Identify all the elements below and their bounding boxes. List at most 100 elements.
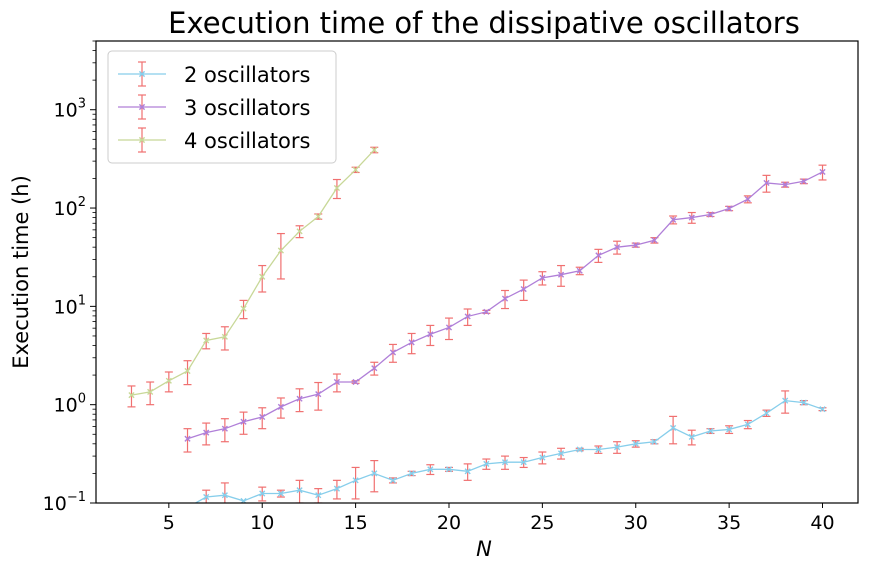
data-point bbox=[632, 241, 639, 249]
data-point bbox=[501, 459, 509, 466]
data-point bbox=[595, 252, 602, 259]
data-point bbox=[576, 446, 583, 453]
data-point bbox=[520, 459, 527, 466]
data-point bbox=[670, 424, 677, 432]
x-tick-label: 10 bbox=[250, 512, 274, 534]
data-point bbox=[613, 444, 621, 451]
data-point bbox=[315, 213, 322, 220]
data-point bbox=[726, 205, 733, 212]
data-point bbox=[147, 388, 154, 395]
legend-entry: 2 oscillators bbox=[118, 61, 310, 87]
data-point bbox=[333, 378, 341, 386]
data-point bbox=[371, 365, 378, 372]
data-point bbox=[371, 470, 378, 477]
data-point bbox=[128, 392, 135, 399]
data-point bbox=[259, 413, 266, 421]
data-point bbox=[184, 435, 191, 442]
data-point bbox=[427, 466, 434, 473]
data-point bbox=[277, 403, 284, 410]
data-point bbox=[800, 399, 807, 406]
x-tick-label: 20 bbox=[437, 512, 461, 534]
data-point bbox=[427, 331, 434, 338]
data-point bbox=[240, 305, 247, 312]
legend-label: 3 oscillators bbox=[184, 96, 310, 120]
data-point bbox=[277, 247, 284, 254]
data-point bbox=[221, 492, 228, 499]
data-point bbox=[819, 168, 826, 176]
legend-marker bbox=[138, 103, 146, 111]
data-point bbox=[539, 274, 546, 281]
data-point bbox=[688, 214, 695, 221]
data-point bbox=[501, 295, 509, 302]
data-point bbox=[520, 285, 527, 293]
data-point bbox=[744, 196, 751, 203]
data-point bbox=[782, 397, 789, 404]
x-axis-label: N bbox=[476, 537, 492, 561]
data-point bbox=[408, 470, 415, 477]
data-point bbox=[707, 427, 714, 435]
data-point bbox=[445, 466, 453, 473]
data-point bbox=[296, 395, 303, 402]
data-point bbox=[613, 244, 621, 251]
data-point bbox=[744, 421, 751, 428]
data-point bbox=[763, 179, 770, 187]
data-point bbox=[539, 454, 546, 461]
x-axis-ticks: 5 10 15 20 25 30 35 40 bbox=[163, 503, 835, 534]
legend-frame bbox=[107, 50, 337, 164]
legend: 2 oscillators 3 oscillators 4 oscillators bbox=[107, 50, 337, 164]
series-3-oscillators bbox=[183, 164, 827, 453]
plot-area bbox=[127, 146, 827, 510]
data-point bbox=[632, 440, 639, 447]
data-point bbox=[296, 228, 303, 235]
data-point bbox=[352, 166, 359, 173]
x-tick-label: 25 bbox=[530, 512, 554, 534]
data-point bbox=[408, 339, 415, 346]
data-point bbox=[670, 216, 677, 223]
data-point bbox=[333, 184, 341, 192]
legend-marker bbox=[138, 136, 146, 144]
data-point bbox=[389, 477, 397, 484]
data-point bbox=[557, 271, 565, 278]
x-tick-label: 35 bbox=[717, 512, 741, 534]
series-4-oscillators bbox=[127, 146, 379, 408]
series-2-oscillators bbox=[185, 390, 827, 510]
data-point bbox=[557, 450, 565, 457]
data-point bbox=[203, 429, 210, 436]
x-tick-label: 5 bbox=[163, 512, 175, 534]
y-tick-label: 10−1 bbox=[43, 490, 86, 515]
data-point bbox=[165, 377, 172, 384]
series-line bbox=[131, 149, 375, 396]
y-tick-label: 103 bbox=[54, 97, 86, 122]
x-tick-label: 40 bbox=[810, 512, 834, 534]
data-point bbox=[315, 492, 322, 499]
data-point bbox=[800, 178, 807, 185]
data-point bbox=[315, 391, 322, 398]
chart-title: Execution time of the dissipative oscill… bbox=[168, 6, 800, 40]
y-axis-ticks: 10−1 100 101 102 103 bbox=[43, 40, 96, 515]
legend-entry: 3 oscillators bbox=[118, 94, 310, 120]
y-tick-label: 101 bbox=[54, 293, 86, 318]
y-tick-label: 100 bbox=[54, 392, 86, 417]
data-point bbox=[333, 485, 341, 492]
data-point bbox=[277, 490, 284, 497]
axes-frame bbox=[95, 40, 859, 504]
data-point bbox=[203, 337, 210, 344]
data-point bbox=[389, 349, 397, 356]
legend-marker bbox=[138, 70, 146, 78]
data-point bbox=[221, 333, 228, 340]
legend-entry: 4 oscillators bbox=[118, 127, 310, 153]
data-point bbox=[259, 490, 266, 497]
data-point bbox=[259, 273, 266, 280]
data-point bbox=[185, 505, 190, 510]
data-point bbox=[726, 426, 733, 433]
y-axis-label: Execution time (h) bbox=[9, 175, 33, 369]
data-point bbox=[483, 308, 490, 315]
data-point bbox=[296, 487, 303, 494]
data-point bbox=[688, 433, 695, 441]
data-point bbox=[576, 267, 583, 274]
legend-label: 4 oscillators bbox=[184, 129, 310, 153]
data-point bbox=[819, 406, 826, 413]
data-point bbox=[651, 237, 658, 244]
data-point bbox=[464, 468, 471, 475]
